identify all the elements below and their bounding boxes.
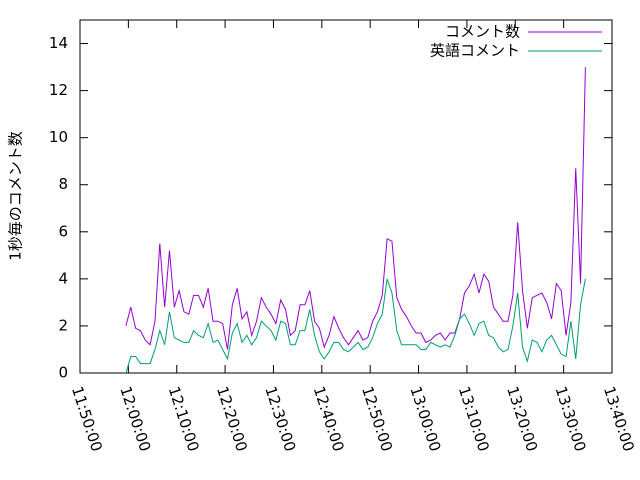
series-line [125, 278, 586, 374]
x-tick-label: 13:30:00 [552, 384, 590, 454]
x-tick-label: 12:50:00 [358, 384, 396, 454]
y-tick-label: 4 [58, 269, 68, 287]
legend-label: 英語コメント [430, 42, 520, 60]
x-tick-label: 12:30:00 [261, 384, 299, 454]
y-tick-label: 10 [49, 128, 68, 146]
x-tick-label: 12:20:00 [213, 384, 251, 454]
x-tick-label: 13:00:00 [406, 384, 444, 454]
y-tick-label: 14 [49, 34, 68, 52]
x-tick-label: 13:20:00 [503, 384, 541, 454]
x-tick-label: 12:40:00 [310, 384, 348, 454]
y-axis-label: 1秒毎のコメント数 [7, 131, 25, 261]
plot-frame [79, 19, 613, 374]
y-tick-label: 2 [58, 316, 68, 334]
series-line [125, 67, 586, 350]
y-tick-label: 0 [58, 364, 68, 382]
x-tick-label: 13:40:00 [600, 384, 638, 454]
y-tick-label: 12 [49, 81, 68, 99]
x-tick-label: 11:50:00 [68, 384, 106, 454]
y-tick-label: 8 [58, 175, 68, 193]
x-tick-label: 13:10:00 [455, 384, 493, 454]
legend-label: コメント数 [445, 23, 520, 41]
x-tick-label: 12:00:00 [116, 384, 154, 454]
y-tick-label: 6 [58, 222, 68, 240]
x-tick-label: 12:10:00 [165, 384, 203, 454]
